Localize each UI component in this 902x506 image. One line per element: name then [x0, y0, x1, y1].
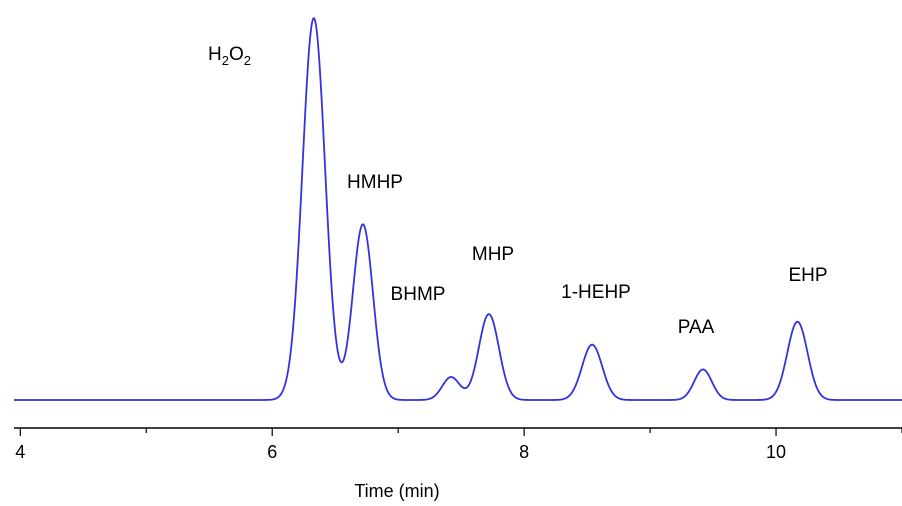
- peak-label-1-hehp: 1-HEHP: [561, 282, 631, 303]
- x-axis-title: Time (min): [354, 481, 439, 501]
- h2o2-sub1: 2: [222, 53, 229, 68]
- peak-label-paa: PAA: [678, 317, 715, 338]
- x-tick-label: 4: [15, 442, 25, 462]
- x-tick-label: 8: [519, 442, 529, 462]
- h2o2-o: O: [229, 44, 244, 65]
- h2o2-sub2: 2: [244, 53, 251, 68]
- peak-label-mhp: MHP: [472, 244, 514, 265]
- peak-label-bhmp: BHMP: [391, 284, 446, 305]
- h2o2-h: H: [208, 44, 222, 65]
- peak-label-hmhp: HMHP: [347, 172, 403, 193]
- peak-label-h2o2: H2O2: [208, 44, 251, 68]
- x-tick-label: 10: [766, 442, 786, 462]
- x-axis-ticks: 4 6 8 10: [15, 428, 902, 462]
- x-tick-label: 6: [267, 442, 277, 462]
- chromatogram-trace: [14, 17, 902, 401]
- peak-label-ehp: EHP: [788, 265, 827, 286]
